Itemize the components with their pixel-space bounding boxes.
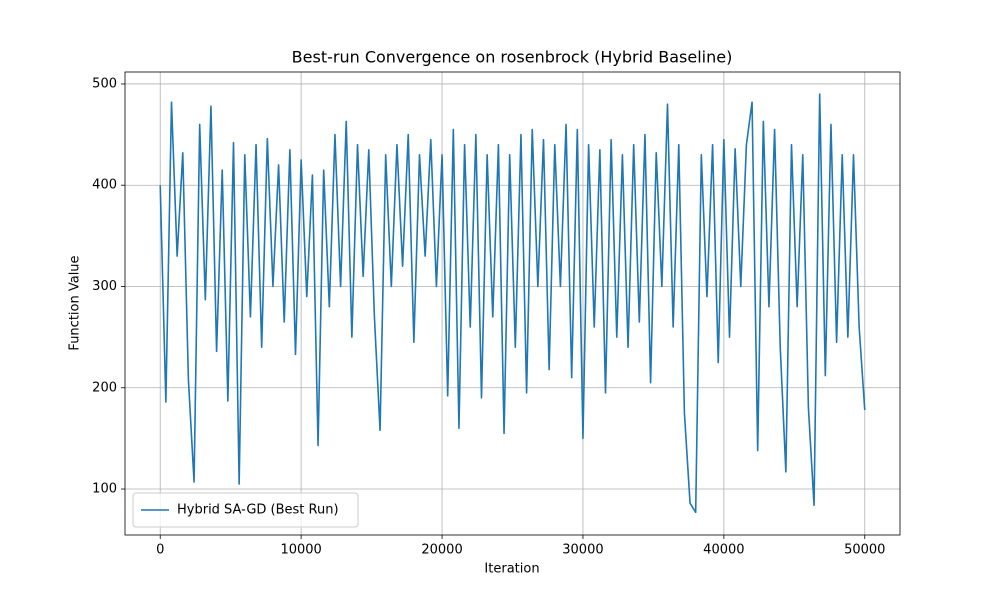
legend-box [132,492,359,528]
y-tick-label: 500 [92,76,117,91]
x-tick-label: 40000 [703,543,744,558]
y-tick-label: 300 [92,279,117,294]
line-series [159,93,866,514]
x-tick-label: 50000 [844,543,885,558]
x-tick-label: 10000 [280,543,321,558]
y-axis-label: Function Value [68,255,83,350]
plot-frame [124,71,901,536]
y-tick-label: 400 [92,178,117,193]
x-tick-label: 0 [156,543,164,558]
y-tick-label: 100 [92,482,117,497]
x-tick-label: 30000 [562,543,603,558]
x-tick-label: 20000 [421,543,462,558]
x-axis-label: Iteration [484,562,539,577]
chart-title: Best-run Convergence on rosenbrock (Hybr… [292,48,733,67]
y-tick-label: 200 [92,380,117,395]
legend-label: Hybrid SA-GD (Best Run) [177,503,339,518]
